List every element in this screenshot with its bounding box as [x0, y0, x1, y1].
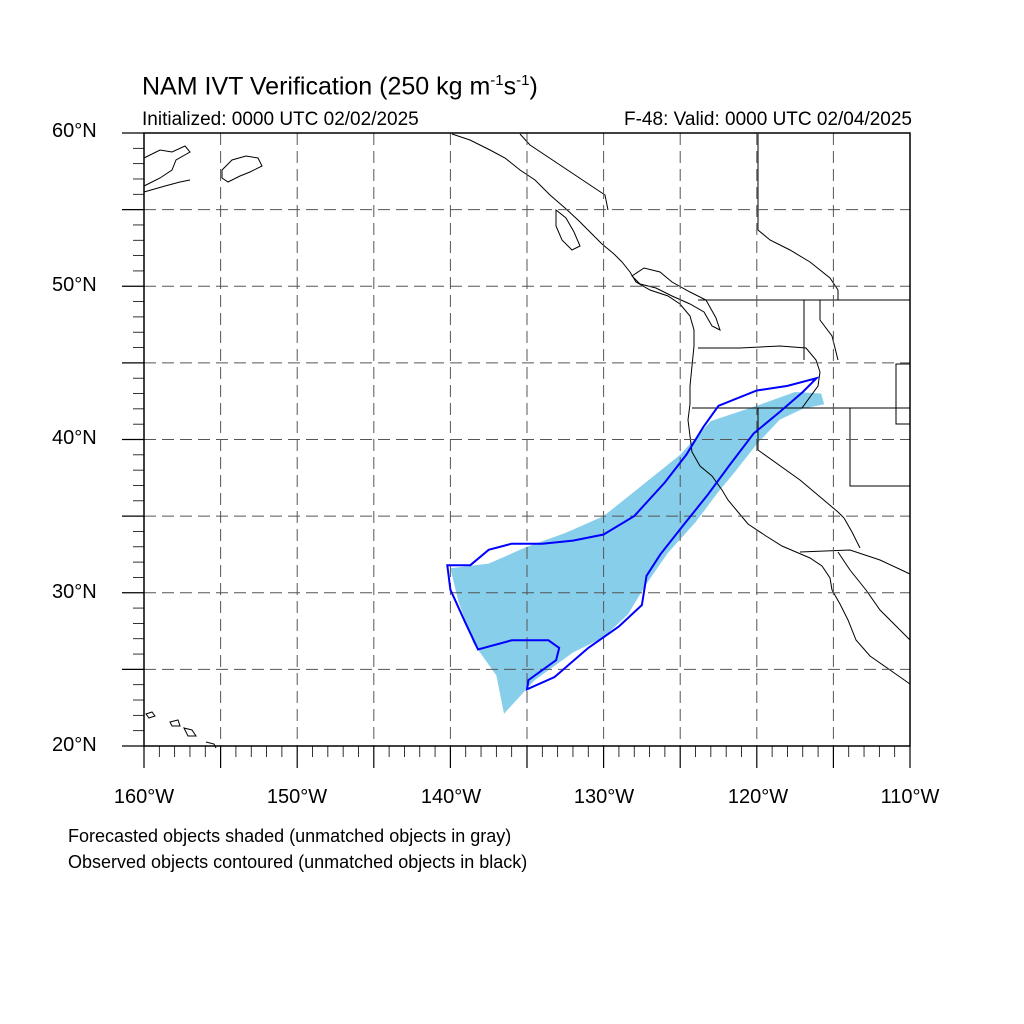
lon-label-130w: 130°W: [573, 786, 635, 808]
observed-legend-note: Observed objects contoured (unmatched ob…: [68, 852, 528, 872]
map-frame: [122, 132, 911, 768]
lat-label-20n: 20°N: [52, 734, 97, 756]
lon-label-150w: 150°W: [266, 786, 328, 808]
coastlines-borders: [143, 133, 911, 749]
lat-label-60n: 60°N: [52, 120, 97, 142]
lat-label-40n: 40°N: [52, 427, 97, 449]
forecast-ivt-object: [450, 392, 825, 714]
lon-label-160w: 160°W: [113, 786, 175, 808]
valid-time-label: F-48: Valid: 0000 UTC 02/04/2025: [624, 109, 912, 130]
graticule: [144, 133, 910, 746]
observed-objects-layer: [446, 376, 820, 691]
lon-label-110w: 110°W: [880, 786, 940, 808]
initialized-label: Initialized: 0000 UTC 02/02/2025: [142, 109, 419, 130]
lat-label-50n: 50°N: [52, 274, 97, 296]
lon-label-140w: 140°W: [420, 786, 482, 808]
map-title: NAM IVT Verification (250 kg m-1s-1): [142, 72, 538, 101]
forecast-objects-layer: [450, 392, 825, 714]
lon-label-120w: 120°W: [727, 786, 789, 808]
observed-ivt-contour: [446, 376, 820, 691]
lat-label-30n: 30°N: [52, 581, 97, 603]
forecast-legend-note: Forecasted objects shaded (unmatched obj…: [68, 826, 512, 846]
